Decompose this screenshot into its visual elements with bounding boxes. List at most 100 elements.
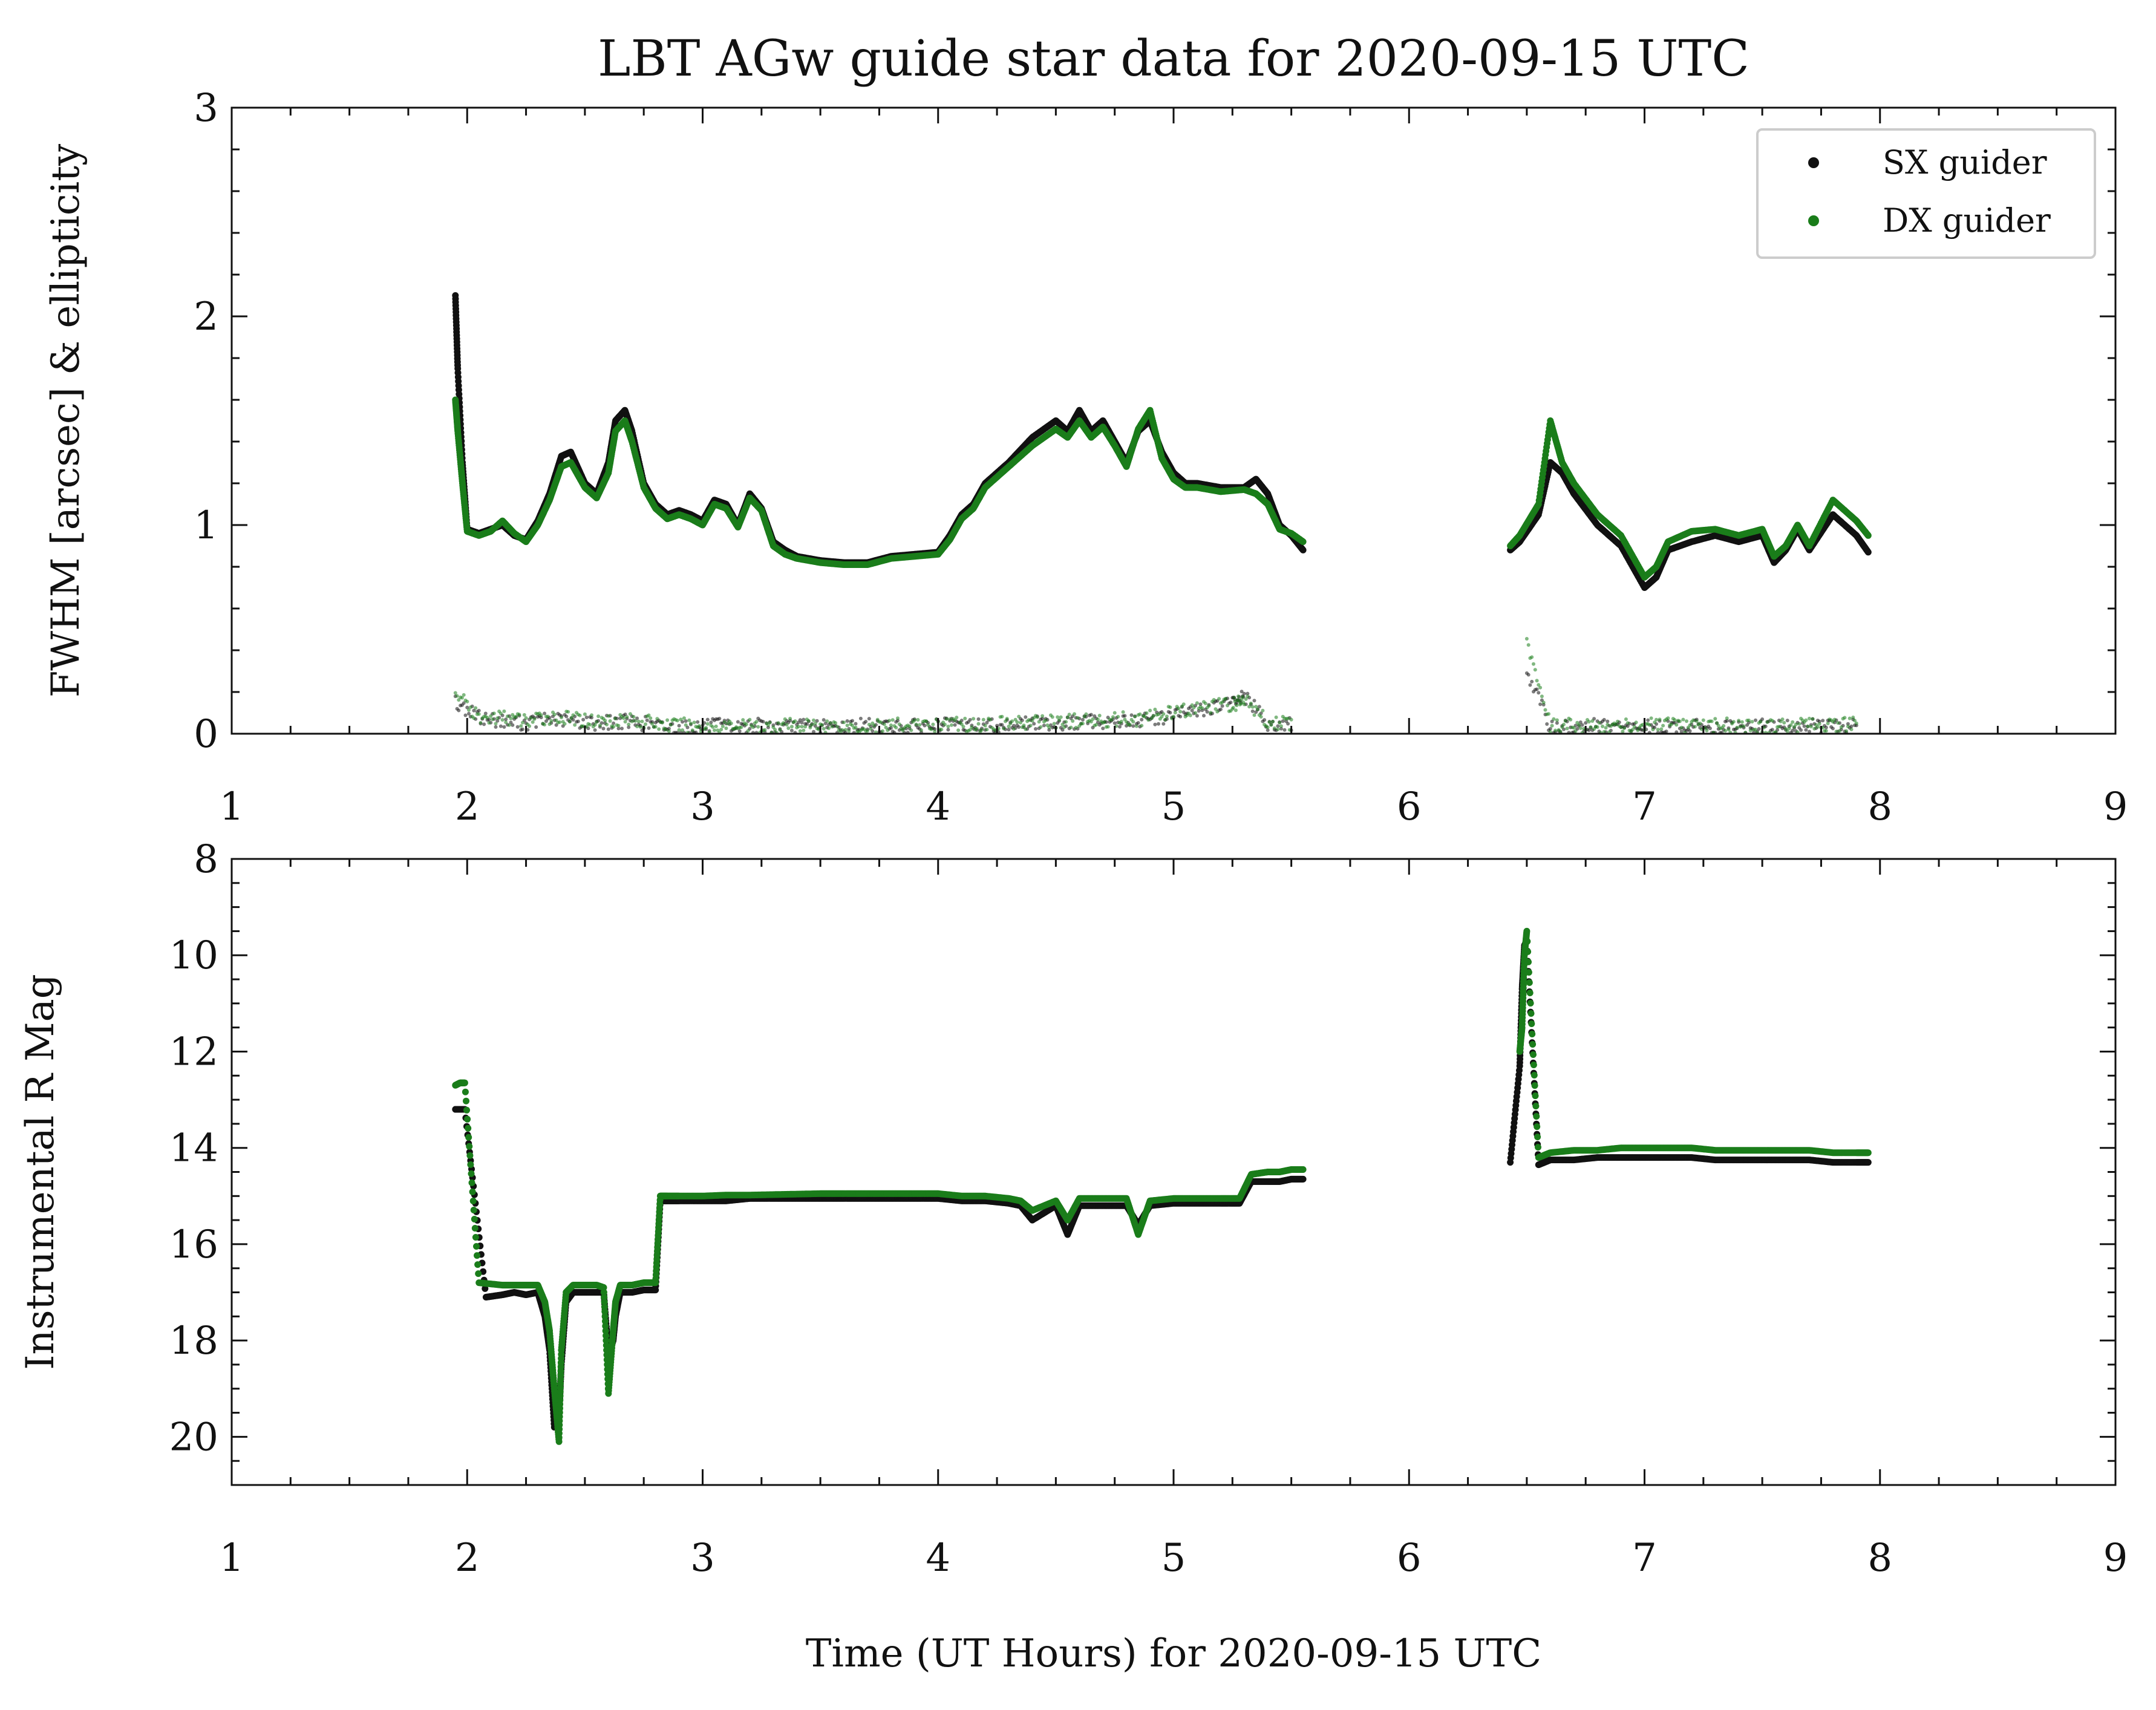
data-point [797, 725, 800, 729]
data-point [1157, 722, 1160, 726]
data-point [1864, 532, 1872, 539]
data-point [717, 717, 722, 720]
data-point [879, 720, 883, 725]
data-point [558, 720, 562, 724]
data-point [1089, 713, 1093, 717]
data-point [1535, 687, 1539, 691]
data-point [744, 722, 748, 726]
data-point [1532, 662, 1535, 666]
data-point [485, 716, 489, 720]
data-point [1181, 702, 1186, 707]
data-point [1524, 637, 1529, 641]
data-point [705, 722, 710, 726]
data-point [840, 728, 844, 732]
data-point [543, 723, 547, 726]
data-point [931, 722, 935, 726]
data-point [633, 719, 638, 723]
data-point [463, 713, 468, 717]
data-point [822, 718, 826, 722]
data-point [1168, 711, 1172, 715]
data-point [1119, 719, 1123, 723]
data-point [1071, 719, 1075, 723]
data-point [1111, 715, 1115, 719]
data-point [788, 717, 792, 720]
data-point [739, 725, 743, 729]
data-point [864, 720, 868, 723]
data-point [593, 728, 597, 732]
data-point [1168, 705, 1172, 710]
data-point [1024, 715, 1028, 719]
data-point [507, 723, 511, 727]
data-point [822, 726, 826, 731]
data-point [522, 713, 526, 717]
data-point [889, 723, 893, 727]
data-point [687, 718, 691, 722]
data-point [985, 728, 989, 732]
data-point [1259, 715, 1263, 719]
data-point [825, 719, 829, 723]
data-point [477, 712, 481, 716]
data-point [581, 717, 586, 722]
data-point [596, 714, 601, 719]
data-point [835, 725, 839, 729]
data-point [635, 725, 639, 728]
data-point [751, 725, 755, 729]
data-point [517, 713, 521, 717]
data-point [660, 720, 664, 725]
data-point [1577, 723, 1581, 727]
data-point [722, 720, 727, 724]
data-point [847, 729, 851, 733]
data-point [812, 718, 815, 722]
data-point [560, 716, 563, 720]
data-point [566, 710, 570, 714]
data-point [1250, 709, 1255, 713]
data-point [1065, 716, 1070, 720]
fwhm-marks [452, 292, 1872, 735]
data-point [1538, 685, 1543, 690]
data-point [612, 725, 616, 729]
data-point [1163, 717, 1168, 722]
data-point [524, 716, 528, 720]
data-point [976, 722, 981, 726]
data-point [1192, 705, 1196, 710]
data-point [1000, 714, 1004, 719]
data-point [519, 724, 523, 728]
data-point [746, 729, 750, 733]
data-point [665, 718, 670, 722]
data-point [1580, 723, 1584, 727]
data-point [1708, 726, 1712, 731]
data-point [1064, 720, 1068, 724]
data-point [1555, 718, 1559, 722]
data-point [1118, 725, 1122, 729]
data-point [955, 716, 959, 720]
data-point [1299, 546, 1307, 553]
data-point [714, 724, 718, 728]
data-point [919, 728, 923, 732]
data-point [1027, 718, 1031, 722]
data-point [1178, 710, 1183, 714]
data-point [1271, 720, 1275, 723]
data-point [1590, 719, 1595, 723]
data-point [1565, 726, 1569, 731]
data-point [1140, 723, 1144, 728]
data-point [926, 723, 930, 727]
data-point [1664, 729, 1668, 734]
data-point [539, 713, 543, 717]
data-point [653, 725, 658, 729]
data-point [1286, 722, 1290, 726]
data-point [1080, 722, 1085, 726]
data-point [768, 720, 772, 725]
data-point [571, 713, 575, 717]
data-point [1200, 706, 1204, 710]
data-point [1299, 538, 1307, 546]
data-point [584, 716, 589, 719]
data-point [1235, 703, 1239, 708]
data-point [1584, 721, 1588, 725]
data-point [1569, 717, 1573, 722]
data-point [813, 722, 817, 725]
data-point [786, 726, 791, 730]
data-point [534, 725, 538, 729]
data-point [1069, 725, 1073, 729]
data-point [896, 716, 900, 720]
data-point [845, 719, 849, 723]
